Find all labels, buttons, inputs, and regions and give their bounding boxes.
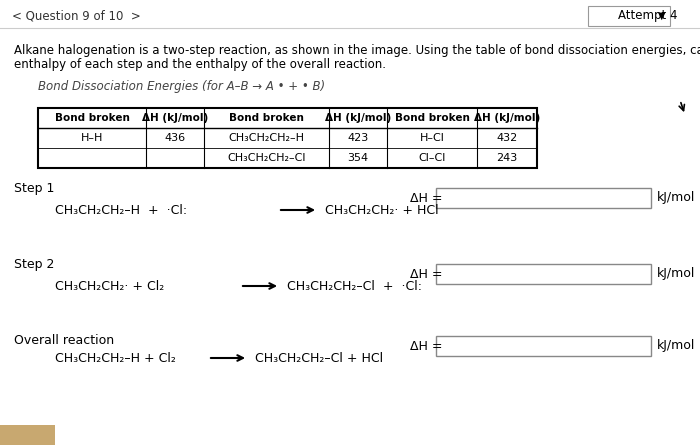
Text: Bond Dissociation Energies (for A–B → A • + • B): Bond Dissociation Energies (for A–B → A … [38,80,325,93]
Text: ΔH (kJ/mol): ΔH (kJ/mol) [142,113,208,123]
Text: 423: 423 [347,133,369,143]
Text: 354: 354 [347,153,369,163]
Text: kJ/mol: kJ/mol [657,340,695,352]
Text: CH₃CH₂CH₂· + Cl₂: CH₃CH₂CH₂· + Cl₂ [55,279,164,292]
Bar [436,188,651,208]
Text: Step 1: Step 1 [14,182,55,195]
Text: ΔH =: ΔH = [410,191,442,205]
Text: H–H: H–H [80,133,103,143]
Text: 432: 432 [496,133,517,143]
Text: H–Cl: H–Cl [419,133,445,143]
Bar [0,425,55,445]
Text: 436: 436 [164,133,186,143]
Text: ΔH =: ΔH = [410,267,442,280]
Text: ΔH =: ΔH = [410,340,442,352]
Text: ΔH (kJ/mol): ΔH (kJ/mol) [474,113,540,123]
Bar [38,108,537,168]
Text: Bond broken: Bond broken [55,113,130,123]
Bar [436,264,651,284]
Text: ΔH (kJ/mol): ΔH (kJ/mol) [325,113,391,123]
Text: CH₃CH₂CH₂· + HCl: CH₃CH₂CH₂· + HCl [325,203,439,217]
Text: Bond broken: Bond broken [395,113,470,123]
Text: < Question 9 of 10  >: < Question 9 of 10 > [12,9,141,23]
Text: Step 2: Step 2 [14,258,55,271]
Text: kJ/mol: kJ/mol [657,191,695,205]
Text: CH₃CH₂CH₂–Cl  +  ·Cl:: CH₃CH₂CH₂–Cl + ·Cl: [287,279,422,292]
Bar [436,336,651,356]
Text: CH₃CH₂CH₂–Cl: CH₃CH₂CH₂–Cl [228,153,306,163]
Bar [588,6,670,26]
Text: enthalpy of each step and the enthalpy of the overall reaction.: enthalpy of each step and the enthalpy o… [14,58,386,71]
Text: Alkane halogenation is a two-step reaction, as shown in the image. Using the tab: Alkane halogenation is a two-step reacti… [14,44,700,57]
Text: Attempt 4: Attempt 4 [618,9,678,23]
Text: 243: 243 [496,153,517,163]
Text: CH₃CH₂CH₂–H  +  ·Cl:: CH₃CH₂CH₂–H + ·Cl: [55,203,187,217]
Text: Overall reaction: Overall reaction [14,334,114,347]
Text: kJ/mol: kJ/mol [657,267,695,280]
Text: Cl–Cl: Cl–Cl [419,153,446,163]
Text: CH₃CH₂CH₂–H + Cl₂: CH₃CH₂CH₂–H + Cl₂ [55,352,176,364]
Text: Bond broken: Bond broken [229,113,304,123]
Text: CH₃CH₂CH₂–Cl + HCl: CH₃CH₂CH₂–Cl + HCl [255,352,383,364]
Text: CH₃CH₂CH₂–H: CH₃CH₂CH₂–H [228,133,304,143]
Text: ▼: ▼ [658,11,666,21]
